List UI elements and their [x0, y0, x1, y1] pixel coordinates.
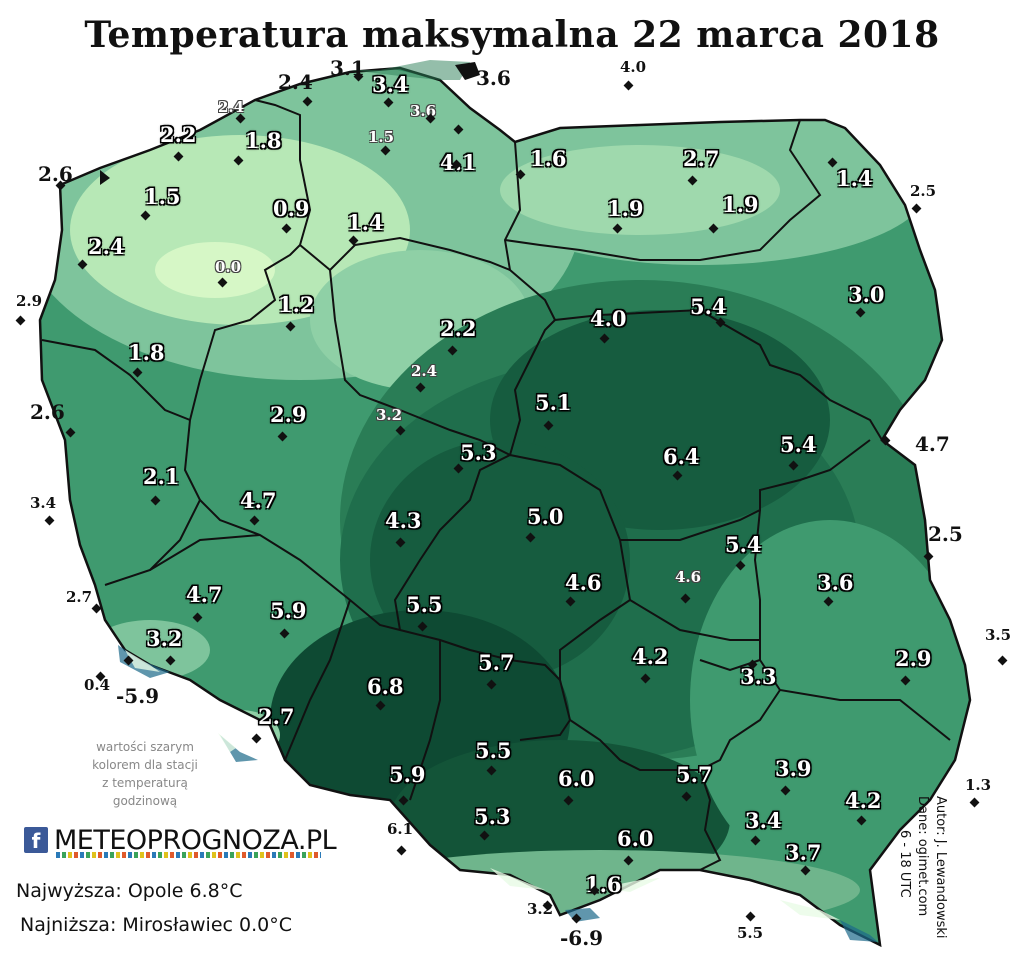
- station-temperature-label: 3.4: [30, 494, 57, 512]
- station-temperature-label: 5.9: [270, 598, 307, 623]
- station-temperature-label: 1.8: [128, 340, 165, 365]
- station-temperature-label: 6.1: [387, 820, 414, 838]
- station-temperature-label: 5.5: [475, 738, 512, 763]
- station-temperature-label: 1.4: [836, 166, 873, 191]
- station-temperature-label: 2.4: [88, 234, 125, 259]
- station-temperature-label: 1.8: [245, 128, 282, 153]
- lowest-temperature: Najniższa: Mirosławiec 0.0°C: [20, 914, 292, 936]
- station-temperature-label: 5.5: [406, 592, 443, 617]
- station-temperature-label: 0.0: [215, 258, 242, 276]
- gray-values-note: wartości szarym kolorem dla stacji z tem…: [70, 738, 220, 810]
- station-temperature-label: 5.5: [737, 924, 764, 942]
- station-temperature-label: 1.6: [585, 872, 622, 897]
- station-temperature-label: -6.9: [560, 926, 604, 950]
- station-temperature-label: 4.0: [590, 306, 627, 331]
- station-temperature-label: 3.5: [985, 626, 1012, 644]
- station-temperature-label: 3.4: [745, 808, 782, 833]
- station-temperature-label: 2.9: [895, 646, 932, 671]
- station-temperature-label: 3.2: [146, 626, 183, 651]
- station-temperature-label: 1.2: [278, 292, 315, 317]
- station-temperature-label: 0.9: [273, 196, 310, 221]
- station-temperature-label: 2.4: [278, 70, 313, 94]
- station-temperature-label: 5.3: [460, 440, 497, 465]
- station-temperature-label: 1.5: [144, 184, 181, 209]
- station-temperature-label: 3.9: [775, 756, 812, 781]
- station-temperature-label: 0.4: [84, 676, 111, 694]
- station-temperature-label: 5.4: [690, 294, 727, 319]
- credits: Autor: J. Lewandowski Dane: ogimet.com 6…: [886, 790, 956, 950]
- station-temperature-label: 1.9: [722, 192, 759, 217]
- station-temperature-label: 2.5: [910, 182, 937, 200]
- highest-temperature: Najwyższa: Opole 6.8°C: [16, 880, 243, 902]
- station-temperature-label: 3.0: [848, 282, 885, 307]
- station-temperature-label: 2.1: [143, 464, 180, 489]
- station-temperature-label: 3.4: [372, 72, 409, 97]
- station-temperature-label: 5.9: [389, 762, 426, 787]
- station-temperature-label: 1.3: [965, 776, 992, 794]
- station-temperature-label: 5.3: [474, 804, 511, 829]
- station-temperature-label: 1.9: [607, 196, 644, 221]
- station-temperature-label: 1.4: [347, 210, 384, 235]
- station-temperature-label: 2.7: [258, 704, 295, 729]
- station-temperature-label: 4.2: [632, 644, 669, 669]
- station-temperature-label: 6.0: [617, 826, 654, 851]
- station-temperature-label: 4.2: [845, 788, 882, 813]
- author-credit: Autor: J. Lewandowski: [933, 796, 948, 939]
- map-title: Temperatura maksymalna 22 marca 2018: [84, 14, 940, 56]
- logo-color-strip: [56, 852, 321, 858]
- station-temperature-label: 1.5: [368, 128, 395, 146]
- station-temperature-label: 2.4: [218, 98, 245, 116]
- station-temperature-label: 2.5: [928, 522, 963, 546]
- station-temperature-label: 4.7: [915, 432, 950, 456]
- note-line: wartości szarym: [96, 740, 194, 754]
- data-source: Dane: ogimet.com: [915, 796, 930, 917]
- station-temperature-label: 4.6: [675, 568, 702, 586]
- station-temperature-label: 6.4: [663, 444, 700, 469]
- station-temperature-label: 2.9: [270, 402, 307, 427]
- station-temperature-label: 3.7: [785, 840, 822, 865]
- time-range: 6 - 18 UTC: [897, 830, 912, 898]
- station-temperature-label: 5.4: [725, 532, 762, 557]
- station-temperature-label: 5.7: [676, 762, 713, 787]
- station-temperature-label: 4.7: [186, 582, 223, 607]
- station-temperature-label: 6.8: [367, 674, 404, 699]
- station-temperature-label: 2.2: [160, 122, 197, 147]
- note-line: z temperaturą: [102, 776, 188, 790]
- note-line: kolorem dla stacji: [92, 758, 198, 772]
- station-temperature-label: -5.9: [116, 684, 160, 708]
- station-temperature-label: 4.0: [620, 58, 647, 76]
- station-temperature-label: 2.7: [66, 588, 93, 606]
- station-temperature-label: 3.6: [817, 570, 854, 595]
- station-temperature-label: 2.9: [16, 292, 43, 310]
- station-temperature-label: 2.7: [683, 146, 720, 171]
- station-temperature-label: 3.3: [740, 664, 777, 689]
- station-temperature-label: 2.6: [38, 162, 73, 186]
- note-line: godzinową: [112, 794, 178, 808]
- logo-text: METEOPROGNOZA.PL: [54, 824, 337, 856]
- station-temperature-label: 5.4: [780, 432, 817, 457]
- station-temperature-label: 4.3: [385, 508, 422, 533]
- station-temperature-label: 3.2: [376, 406, 403, 424]
- station-temperature-label: 2.6: [30, 400, 65, 424]
- station-temperature-label: 3.6: [476, 66, 511, 90]
- station-temperature-label: 1.6: [530, 146, 567, 171]
- station-temperature-label: 5.1: [535, 390, 572, 415]
- station-temperature-label: 2.2: [440, 316, 477, 341]
- station-temperature-label: 6.0: [558, 766, 595, 791]
- station-temperature-label: 4.7: [240, 488, 277, 513]
- station-temperature-label: 5.0: [527, 504, 564, 529]
- station-temperature-label: 4.6: [565, 570, 602, 595]
- station-temperature-label: 5.7: [478, 650, 515, 675]
- station-temperature-label: 2.4: [411, 362, 438, 380]
- facebook-icon[interactable]: f: [24, 827, 48, 853]
- meteoprognoza-logo[interactable]: f METEOPROGNOZA.PL: [24, 820, 337, 860]
